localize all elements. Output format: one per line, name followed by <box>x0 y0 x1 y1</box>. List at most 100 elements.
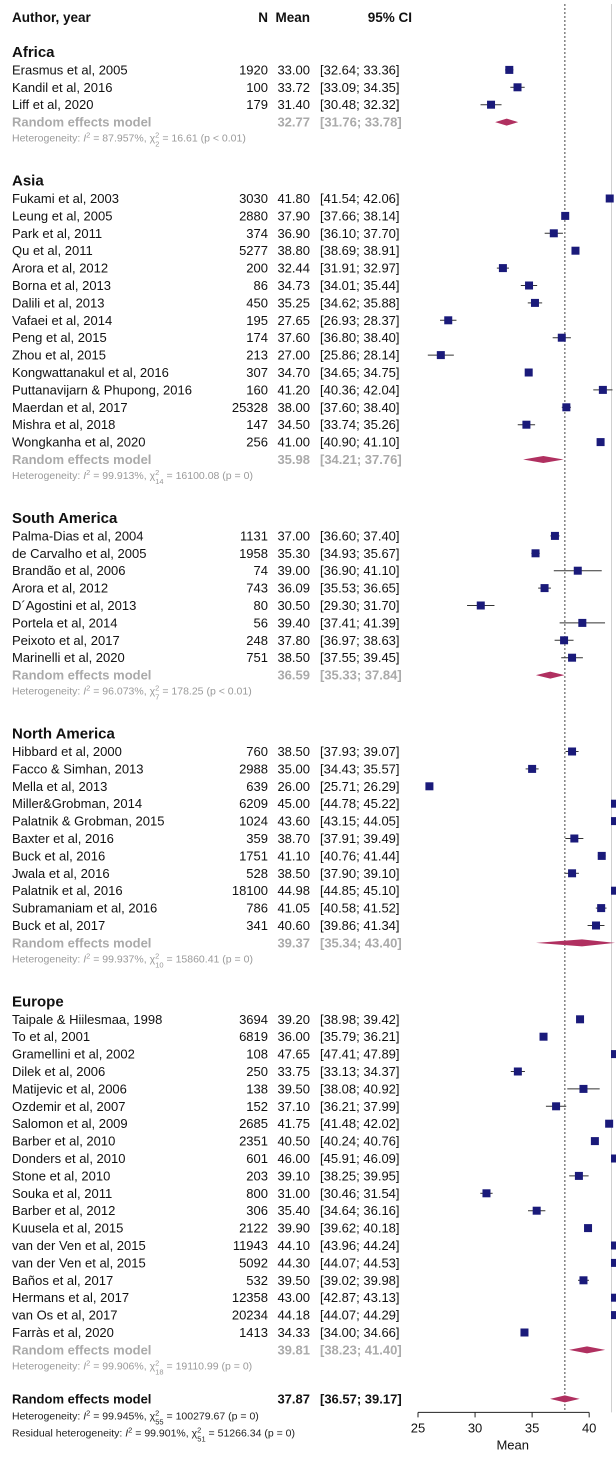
study-point <box>578 618 587 627</box>
subgroup-heterogeneity: Heterogeneity: I2 = 99.937%, χ2 10 = 1586… <box>12 951 253 969</box>
study-label: Wongkanha et al, 2020 <box>12 435 145 450</box>
study-point <box>540 584 549 593</box>
study-n: 374 <box>246 226 268 241</box>
study-label: Stone et al, 2010 <box>12 1168 110 1183</box>
study-label: Palatnik & Grobman, 2015 <box>12 814 164 829</box>
study-point <box>436 351 445 360</box>
study-point <box>444 316 453 325</box>
study-ci: [40.90; 41.10] <box>320 435 400 450</box>
subgroup-model-mean: 39.37 <box>277 935 310 950</box>
study-n: 450 <box>246 295 268 310</box>
subgroup-model-mean: 36.59 <box>277 668 310 683</box>
study-point <box>528 764 537 773</box>
study-point <box>482 1189 491 1198</box>
residual-heterogeneity: Residual heterogeneity: I2 = 99.901%, χ2… <box>12 1425 295 1443</box>
study-point <box>568 653 577 662</box>
study-mean: 33.00 <box>277 62 310 77</box>
study-point <box>522 420 531 429</box>
study-n: 341 <box>246 918 268 933</box>
study-mean: 35.30 <box>277 546 310 561</box>
study-point <box>611 1241 616 1250</box>
study-n: 760 <box>246 744 268 759</box>
study-mean: 39.90 <box>277 1221 310 1236</box>
study-mean: 39.10 <box>277 1168 310 1183</box>
study-mean: 44.10 <box>277 1238 310 1253</box>
study-n: 1131 <box>240 528 268 543</box>
study-ci: [35.53; 36.65] <box>320 581 400 596</box>
study-ci: [34.43; 35.57] <box>320 761 400 776</box>
study-mean: 36.90 <box>277 226 310 241</box>
subgroup-heterogeneity: Heterogeneity: I2 = 99.906%, χ2 18 = 1911… <box>12 1358 252 1376</box>
study-ci: [44.85; 45.10] <box>320 883 400 898</box>
study-point <box>550 531 559 540</box>
header-mean: Mean <box>275 10 310 25</box>
study-mean: 35.25 <box>277 295 310 310</box>
study-ci: [36.60; 37.40] <box>320 528 400 543</box>
study-ci: [42.87; 43.13] <box>320 1290 400 1305</box>
group-heading: North America <box>12 726 115 743</box>
subgroup-heterogeneity: Heterogeneity: I2 = 87.957%, χ2 2 = 16.61… <box>12 130 246 148</box>
overall-heterogeneity: Heterogeneity: I2 = 99.945%, χ2 55 = 1002… <box>12 1408 259 1426</box>
study-label: van der Ven et al, 2015 <box>12 1255 146 1270</box>
study-n: 56 <box>254 615 268 630</box>
study-label: Marinelli et al, 2020 <box>12 650 125 665</box>
study-point <box>598 385 607 394</box>
study-label: de Carvalho et al, 2005 <box>12 546 146 561</box>
study-n: 248 <box>246 633 268 648</box>
study-point <box>498 264 507 273</box>
subgroup-model-ci: [31.76; 33.78] <box>320 115 402 130</box>
study-n: 306 <box>246 1203 268 1218</box>
study-mean: 39.20 <box>277 1012 310 1027</box>
study-n: 532 <box>246 1273 268 1288</box>
study-label: Peixoto et al, 2017 <box>12 633 120 648</box>
study-mean: 37.80 <box>277 633 310 648</box>
subgroup-heterogeneity: Heterogeneity: I2 = 99.913%, χ2 14 = 1610… <box>12 468 253 486</box>
study-point <box>520 1328 529 1337</box>
study-n: 160 <box>246 382 268 397</box>
study-n: 3694 <box>239 1012 268 1027</box>
subgroup-model-ci: [38.23; 41.40] <box>320 1342 402 1357</box>
study-ci: [44.07; 44.29] <box>320 1308 400 1323</box>
study-label: Vafaei et al, 2014 <box>12 313 112 328</box>
study-point <box>487 100 496 109</box>
study-n: 108 <box>246 1047 268 1062</box>
study-n: 147 <box>246 417 268 432</box>
study-ci: [43.96; 44.24] <box>320 1238 400 1253</box>
study-label: Donders et al, 2010 <box>12 1151 125 1166</box>
study-n: 80 <box>254 598 268 613</box>
subgroup-diamond <box>568 1346 606 1354</box>
study-ci: [34.00; 34.66] <box>320 1325 400 1340</box>
study-point <box>513 1067 522 1076</box>
study-label: Mishra et al, 2018 <box>12 417 115 432</box>
x-tick-label: 35 <box>525 1420 539 1435</box>
study-ci: [37.66; 38.14] <box>320 208 400 223</box>
subgroup-diamond <box>523 456 564 463</box>
study-point <box>539 1032 548 1041</box>
study-ci: [25.71; 26.29] <box>320 779 400 794</box>
study-n: 250 <box>246 1064 268 1079</box>
study-n: 213 <box>246 348 268 363</box>
subgroup-diamond <box>535 939 615 947</box>
study-label: Kandil et al, 2016 <box>12 80 112 95</box>
study-ci: [33.09; 34.35] <box>320 80 400 95</box>
study-label: van Os et al, 2017 <box>12 1308 118 1323</box>
study-label: Dalili et al, 2013 <box>12 295 105 310</box>
study-point <box>605 1119 614 1128</box>
study-label: Kongwattanakul et al, 2016 <box>12 365 169 380</box>
study-ci: [35.79; 36.21] <box>320 1029 400 1044</box>
subgroup-diamond <box>535 671 565 679</box>
study-mean: 34.50 <box>277 417 310 432</box>
subgroup-model-label: Random effects model <box>12 1342 151 1357</box>
study-label: Arora et al, 2012 <box>12 261 108 276</box>
subgroup-model-ci: [35.33; 37.84] <box>320 668 402 683</box>
study-mean: 38.50 <box>277 744 310 759</box>
study-point <box>505 65 514 74</box>
study-ci: [37.90; 39.10] <box>320 866 400 881</box>
study-label: D´Agostini et al, 2013 <box>12 598 136 613</box>
study-ci: [30.48; 32.32] <box>320 97 400 112</box>
study-mean: 38.70 <box>277 831 310 846</box>
study-point <box>562 403 571 412</box>
study-point <box>592 921 601 930</box>
study-mean: 35.40 <box>277 1203 310 1218</box>
study-n: 2880 <box>239 208 268 223</box>
